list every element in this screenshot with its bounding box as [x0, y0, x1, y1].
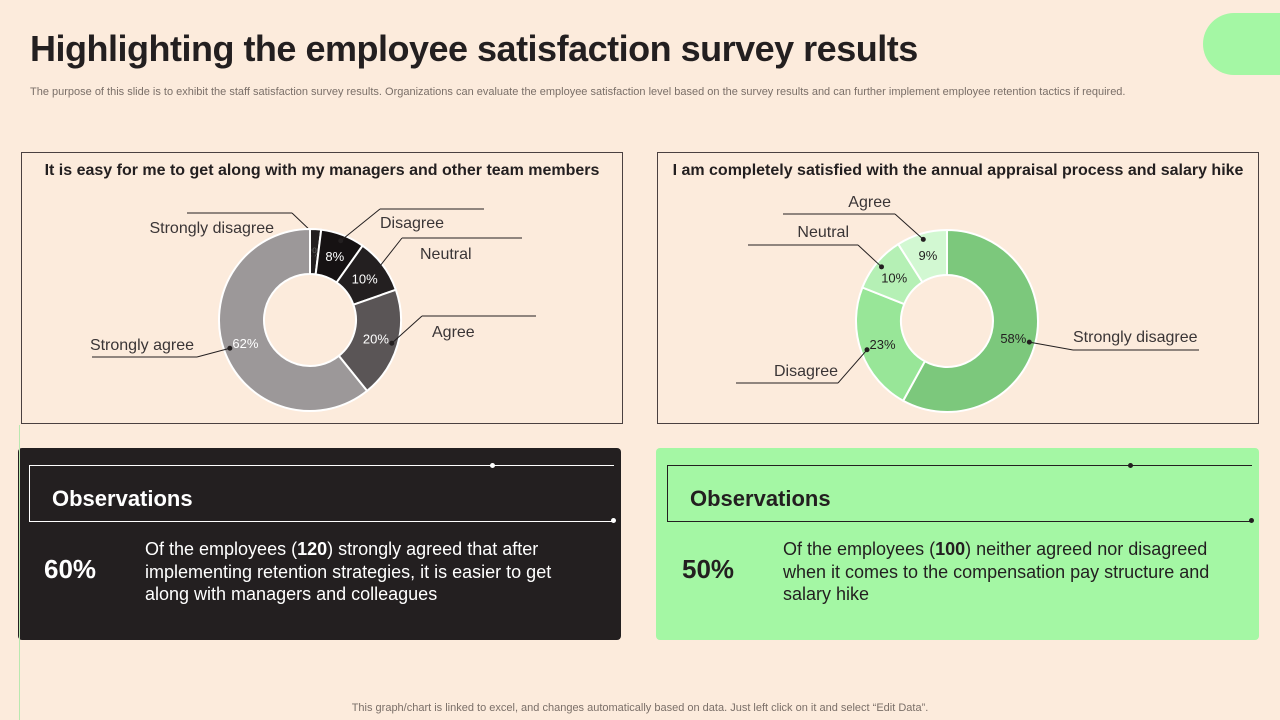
category-label-disagree: Disagree [380, 215, 444, 232]
callout-dot-disagree [864, 347, 870, 353]
donut-chart-appraisal: 58% Strongly disagree 23% Disagree 10% Neutra… [736, 194, 1199, 413]
callout-leader-strongly-disagree [1029, 341, 1074, 351]
observation-text-after: ) neither agreed nor disagreed when it c… [783, 539, 1210, 604]
callout-leader-neutral [857, 244, 882, 268]
callout-leader-neutral [377, 237, 403, 270]
category-label-strongly-disagree: Strongly disagree [149, 220, 274, 237]
observation-text-before: Of the employees ( [783, 539, 936, 559]
callout-dot-agree [920, 236, 926, 242]
callout-leader-strongly-disagree [291, 212, 316, 236]
callout-dot-disagree [338, 238, 344, 244]
chart-title-managers: It is easy for me to get along with my m… [44, 162, 600, 179]
callout-dot-strongly-disagree [312, 232, 318, 238]
value-label-disagree: 8% [325, 249, 344, 264]
category-label-strongly-agree: Strongly agree [90, 337, 194, 354]
callout-dot-agree [389, 340, 395, 346]
callout-leader-disagree [837, 349, 868, 384]
page-title: Highlighting the employee satisfaction s… [30, 28, 918, 69]
category-label-disagree: Disagree [774, 363, 838, 380]
observation-percent: 60% [44, 554, 97, 584]
callout-dot-strongly-agree [227, 345, 233, 351]
donut-chart-managers: 2%Strongly disagree8%Disagree10%Neutral2… [90, 208, 536, 412]
chart-panel-appraisal: I am completely satisfied with the annua… [657, 152, 1259, 424]
observations-frame [667, 465, 1252, 522]
callout-dot-strongly-disagree [1026, 339, 1032, 345]
edge-line [19, 425, 20, 720]
slice-agree [896, 228, 948, 284]
observation-count: 100 [935, 539, 966, 559]
observations-card-managers: Observations 60% Of the employees (120) … [18, 448, 621, 640]
category-label-neutral: Neutral [797, 224, 849, 241]
chart-title-appraisal: I am completely satisfied with the annua… [672, 162, 1244, 179]
slice-strongly-disagree [901, 228, 1039, 413]
observation-text: Of the employees (120) strongly agreed t… [145, 538, 585, 606]
frame-dot [1128, 463, 1133, 468]
footer-note: This graph/chart is linked to excel, and… [351, 702, 929, 714]
observations-heading: Observations [690, 486, 831, 511]
callout-dot-neutral [879, 264, 885, 270]
callout-leader-strongly-agree [196, 347, 230, 358]
callout-leader-disagree [340, 208, 381, 242]
category-label-strongly-disagree: Strongly disagree [1073, 329, 1198, 346]
corner-decoration [1203, 13, 1280, 75]
observation-count: 120 [297, 539, 328, 559]
category-label-neutral: Neutral [420, 246, 472, 263]
observation-text-after: ) strongly agreed that after implementin… [145, 539, 552, 604]
value-label-agree: 9% [918, 248, 937, 263]
callout-leader-agree [391, 315, 423, 344]
observations-frame [29, 465, 614, 522]
value-label-neutral: 10% [881, 270, 907, 285]
observation-percent: 50% [682, 554, 735, 584]
observations-card-appraisal: Observations 50% Of the employees (100) … [656, 448, 1259, 640]
category-label-agree: Agree [432, 324, 475, 341]
value-label-strongly-agree: 62% [232, 336, 258, 351]
frame-dot [1249, 518, 1254, 523]
callout-leader-agree [894, 213, 924, 240]
slice-strongly-agree [218, 227, 369, 412]
value-label-disagree: 23% [870, 337, 896, 352]
observation-text-before: Of the employees ( [145, 539, 298, 559]
observations-heading: Observations [52, 486, 193, 511]
page-subtitle: The purpose of this slide is to exhibit … [30, 86, 1126, 98]
frame-dot [490, 463, 495, 468]
slice-disagree [855, 286, 927, 403]
callout-dot-neutral [375, 266, 381, 272]
frame-dot [611, 518, 616, 523]
observation-text: Of the employees (100) neither agreed no… [783, 538, 1223, 606]
chart-panel-managers: It is easy for me to get along with my m… [21, 152, 623, 424]
value-label-agree: 20% [363, 332, 389, 347]
value-label-strongly-disagree: 58% [1000, 331, 1026, 346]
category-label-agree: Agree [848, 194, 891, 211]
value-label-neutral: 10% [352, 272, 378, 287]
